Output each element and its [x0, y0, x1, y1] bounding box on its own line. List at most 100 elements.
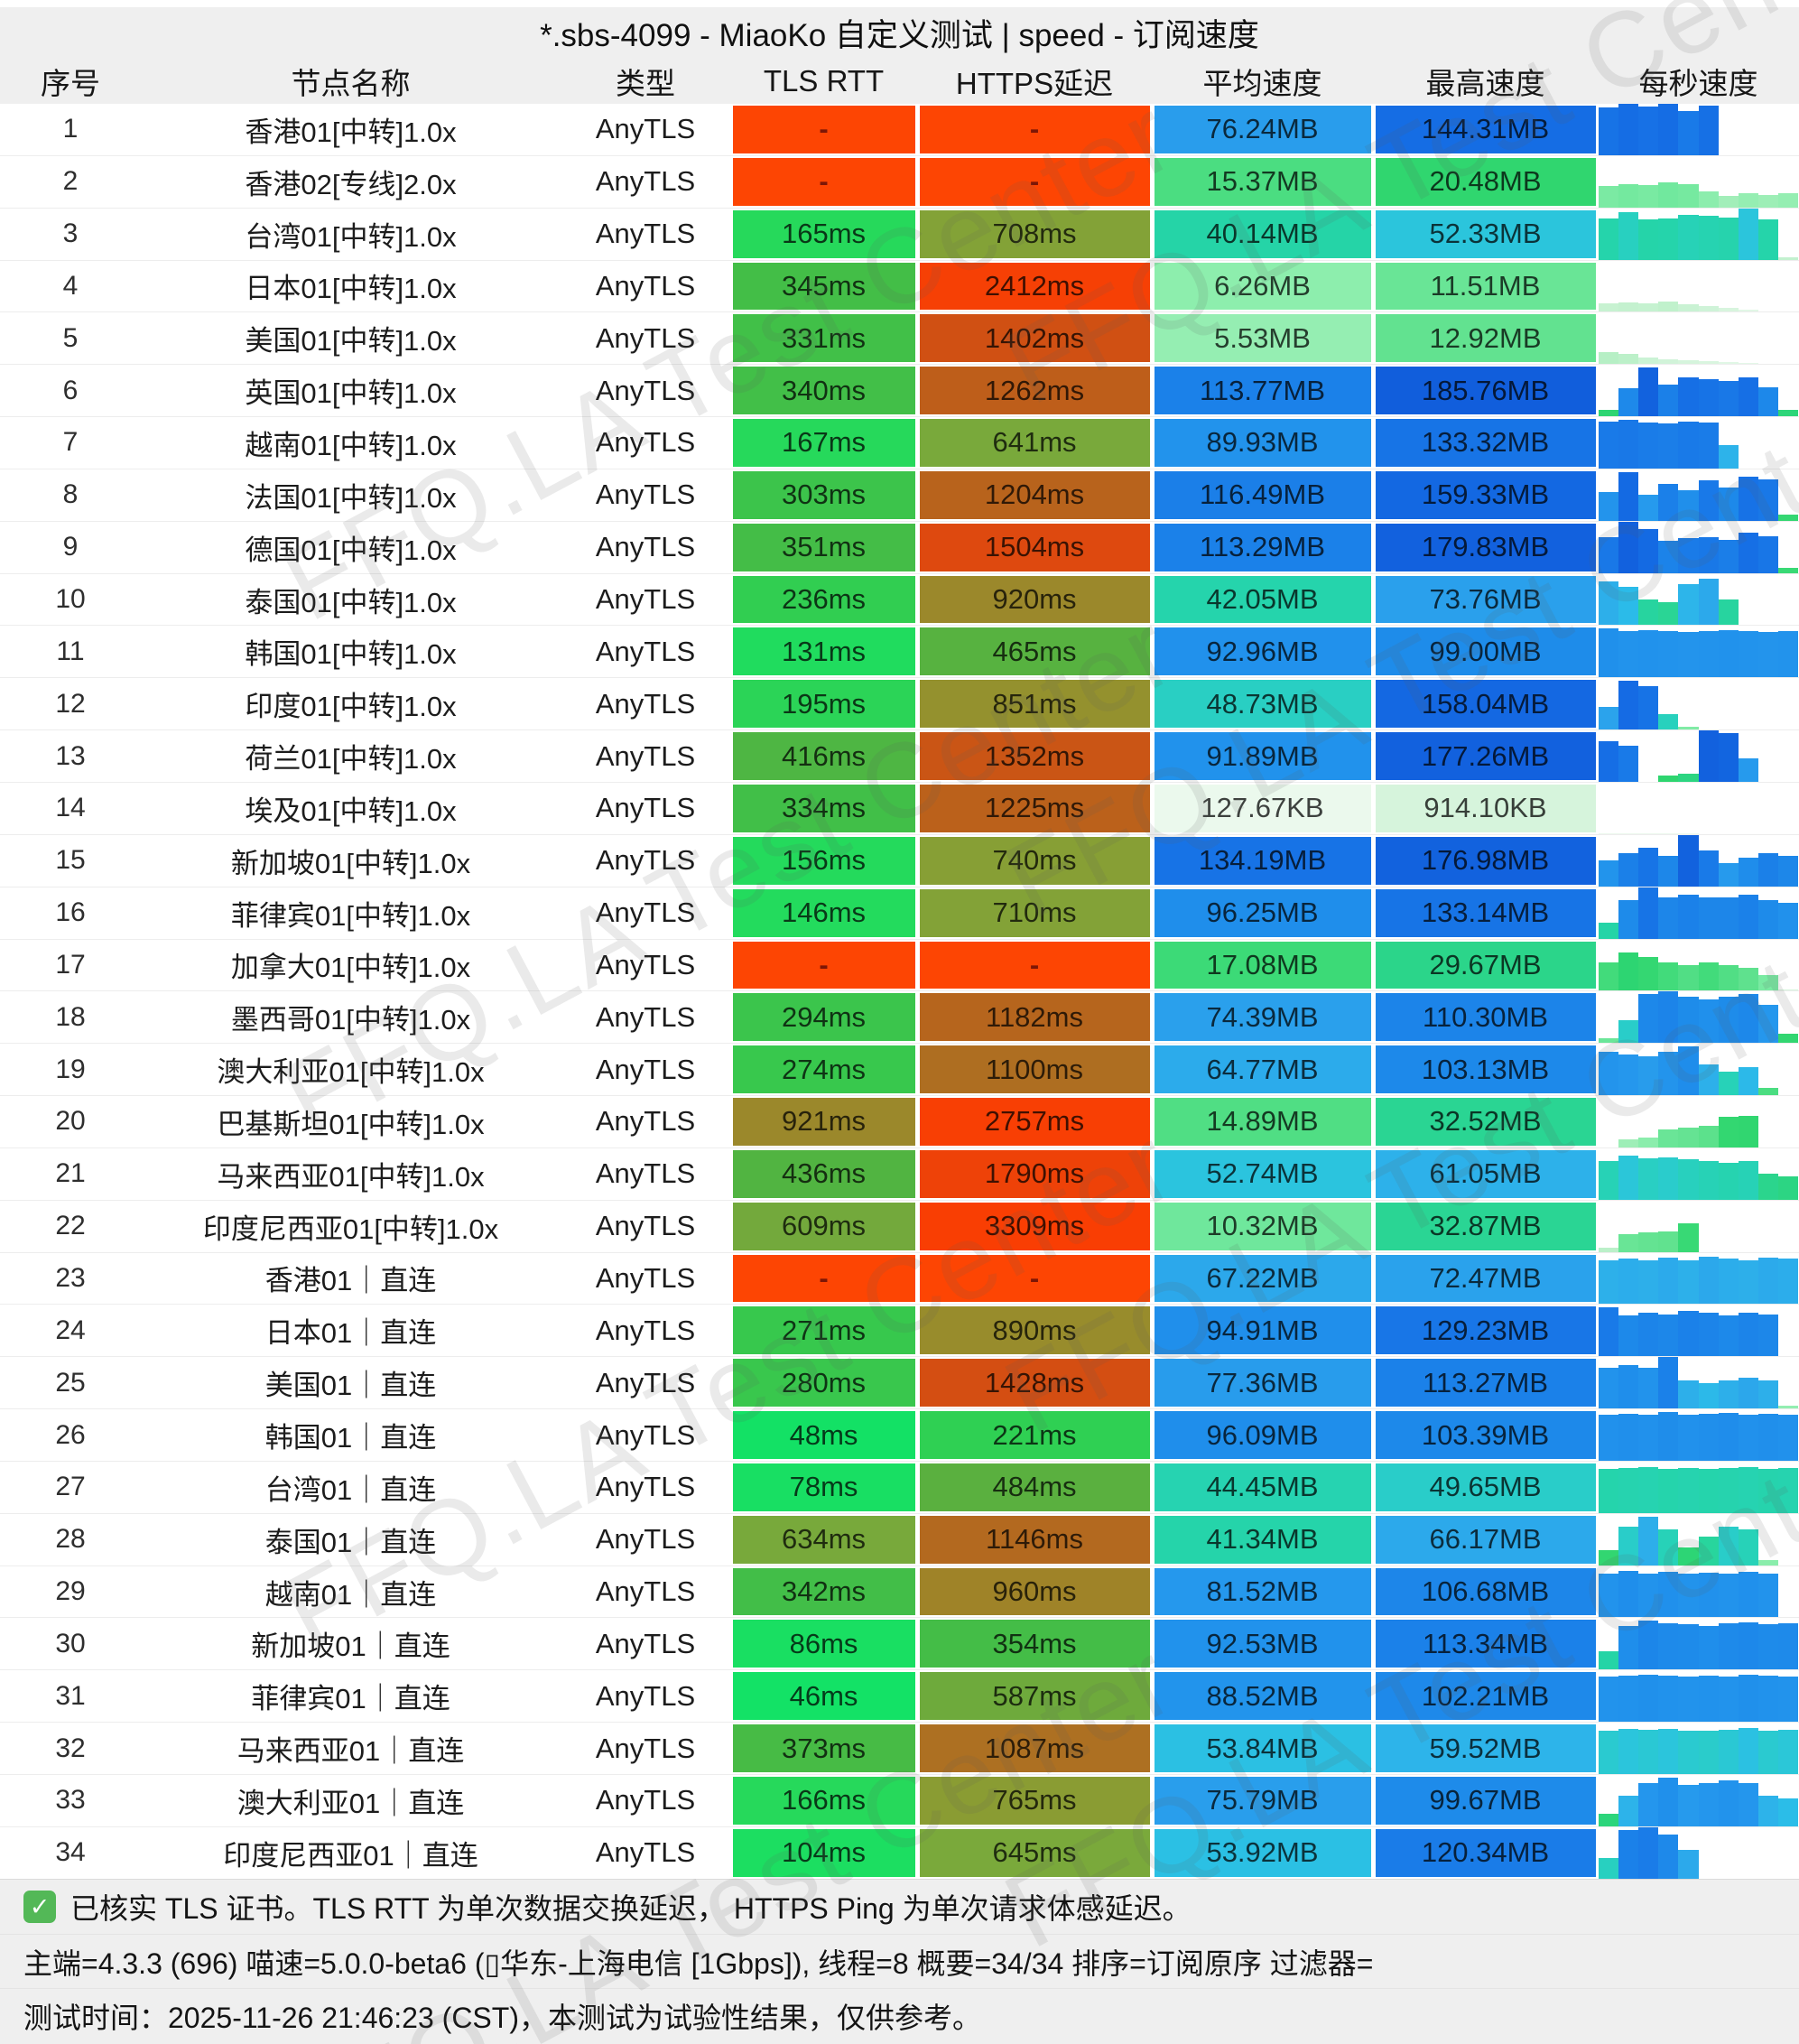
speed-bar	[1718, 863, 1739, 887]
speed-bar	[1678, 1547, 1699, 1566]
max-speed-cell-value: 176.98MB	[1375, 836, 1596, 885]
speed-bar	[1618, 212, 1639, 260]
max-speed-cell: 29.67MB	[1373, 940, 1598, 991]
avg-speed-cell-value: 113.77MB	[1154, 367, 1371, 415]
avg-speed-cell: 10.32MB	[1152, 1201, 1373, 1252]
per-second-speed-bars	[1598, 1409, 1799, 1461]
speed-bar	[1658, 384, 1679, 417]
max-speed-cell-value: 144.31MB	[1375, 106, 1596, 153]
avg-speed-cell-value: 76.24MB	[1154, 106, 1371, 153]
column-header-4: TLS RTT	[763, 63, 885, 98]
speed-bar	[1698, 850, 1719, 887]
row-index: 6	[62, 375, 79, 405]
column-header-8: 每秒速度	[1638, 66, 1758, 100]
speed-bar	[1757, 479, 1778, 521]
table-row: 18 墨西哥01[中转]1.0x AnyTLS 294ms 1182ms 74.39MB 1…	[0, 991, 1799, 1045]
tls-rtt-cell-value: 345ms	[732, 262, 915, 311]
footer-timestamp-text: 测试时间：2025-11-26 21:46:23 (CST)，本测试为试验性结果…	[23, 2001, 981, 2034]
max-speed-cell-value: 103.13MB	[1375, 1045, 1596, 1094]
avg-speed-cell-value: 44.45MB	[1154, 1463, 1371, 1511]
node-type: AnyTLS	[595, 374, 696, 406]
avg-speed-cell-value: 5.53MB	[1154, 314, 1371, 363]
https-latency-cell: 960ms	[917, 1566, 1152, 1618]
https-latency-cell: 1428ms	[917, 1357, 1152, 1408]
speed-bar	[1698, 106, 1719, 155]
https-latency-cell-value: 354ms	[919, 1620, 1150, 1668]
speed-bar	[1777, 193, 1798, 208]
table-row: 14 埃及01[中转]1.0x AnyTLS 334ms 1225ms 127.67KB 9…	[0, 782, 1799, 835]
speed-bar	[1678, 997, 1699, 1044]
https-latency-cell: 221ms	[917, 1409, 1152, 1461]
speed-bar	[1658, 601, 1679, 626]
table-row: 24 日本01｜直连 AnyTLS 271ms 890ms 94.91MB 129.23MB	[0, 1305, 1799, 1358]
node-name: 香港02[专线]2.0x	[245, 168, 457, 200]
node-name: 马来西亚01｜直连	[236, 1735, 465, 1768]
footer: ✓ 已核实 TLS 证书。TLS RTT 为单次数据交换延迟， HTTPS Pi…	[0, 1879, 1799, 2044]
tls-rtt-cell-value: 634ms	[732, 1515, 915, 1564]
tls-rtt-cell: 156ms	[730, 835, 917, 887]
speed-bar	[1658, 1357, 1679, 1409]
node-type: AnyTLS	[595, 321, 696, 354]
speed-bar	[1618, 1728, 1639, 1774]
speed-bar	[1678, 1046, 1699, 1096]
max-speed-cell-value: 20.48MB	[1375, 157, 1596, 206]
speed-bar	[1698, 1312, 1719, 1357]
speed-bar	[1738, 967, 1758, 991]
tls-rtt-cell: 280ms	[730, 1357, 917, 1408]
speed-bar	[1599, 1367, 1619, 1409]
speed-bar	[1658, 1835, 1679, 1879]
speed-bar	[1638, 629, 1659, 678]
row-index: 7	[62, 427, 79, 458]
speed-bar	[1678, 1260, 1699, 1305]
speed-bar	[1678, 1677, 1699, 1723]
per-second-speed-bars	[1598, 1357, 1799, 1409]
max-speed-cell: 179.83MB	[1373, 522, 1598, 573]
speed-bar	[1757, 1174, 1778, 1200]
tls-rtt-cell: -	[730, 156, 917, 208]
speed-bar	[1698, 216, 1719, 260]
tls-rtt-cell: -	[730, 104, 917, 155]
speed-bar	[1698, 631, 1719, 678]
node-name: 澳大利亚01[中转]1.0x	[217, 1056, 485, 1089]
max-speed-cell: 59.52MB	[1373, 1723, 1598, 1774]
speed-bar	[1658, 104, 1679, 155]
speed-bar	[1718, 1730, 1739, 1774]
speed-bar	[1757, 1468, 1778, 1513]
speed-bar	[1678, 184, 1699, 208]
speed-bar	[1678, 1624, 1699, 1670]
https-latency-cell: 1100ms	[917, 1044, 1152, 1095]
https-latency-cell-value: 587ms	[919, 1672, 1150, 1721]
speed-bar	[1698, 730, 1719, 782]
speed-bar	[1698, 962, 1719, 991]
max-speed-cell: 49.65MB	[1373, 1462, 1598, 1513]
tls-rtt-cell: 436ms	[730, 1148, 917, 1200]
speed-bar	[1658, 1231, 1679, 1252]
node-type: AnyTLS	[595, 1366, 696, 1398]
speed-bar	[1738, 1161, 1758, 1200]
speed-bar	[1658, 1728, 1679, 1774]
max-speed-cell-value: 113.34MB	[1375, 1620, 1596, 1668]
speed-bar	[1658, 833, 1679, 834]
avg-speed-cell: 77.36MB	[1152, 1357, 1373, 1408]
speed-bar	[1678, 774, 1699, 782]
tls-rtt-cell: 274ms	[730, 1044, 917, 1095]
tls-rtt-cell: 48ms	[730, 1409, 917, 1461]
speed-bar	[1599, 1051, 1619, 1096]
avg-speed-cell: 113.77MB	[1152, 365, 1373, 416]
avg-speed-cell-value: 52.74MB	[1154, 1149, 1371, 1198]
speed-bar	[1738, 310, 1758, 312]
avg-speed-cell-value: 94.91MB	[1154, 1306, 1371, 1355]
max-speed-cell-value: 110.30MB	[1375, 993, 1596, 1042]
row-index: 23	[55, 1262, 86, 1293]
footer-line-timestamp: 测试时间：2025-11-26 21:46:23 (CST)，本测试为试验性结果…	[0, 1988, 1799, 2042]
table-row: 10 泰国01[中转]1.0x AnyTLS 236ms 920ms 42.05MB 73.…	[0, 573, 1799, 627]
speed-bar	[1698, 1537, 1719, 1566]
table-row: 6 英国01[中转]1.0x AnyTLS 340ms 1262ms 113.77MB 18…	[0, 365, 1799, 418]
table-row: 11 韩国01[中转]1.0x AnyTLS 131ms 465ms 92.96MB 99.…	[0, 626, 1799, 679]
max-speed-cell-value: 61.05MB	[1375, 1149, 1596, 1198]
speed-bar	[1638, 994, 1659, 1044]
speed-bar	[1638, 358, 1659, 365]
row-index: 16	[55, 897, 86, 928]
avg-speed-cell: 14.89MB	[1152, 1096, 1373, 1147]
speed-bar	[1618, 1829, 1639, 1879]
